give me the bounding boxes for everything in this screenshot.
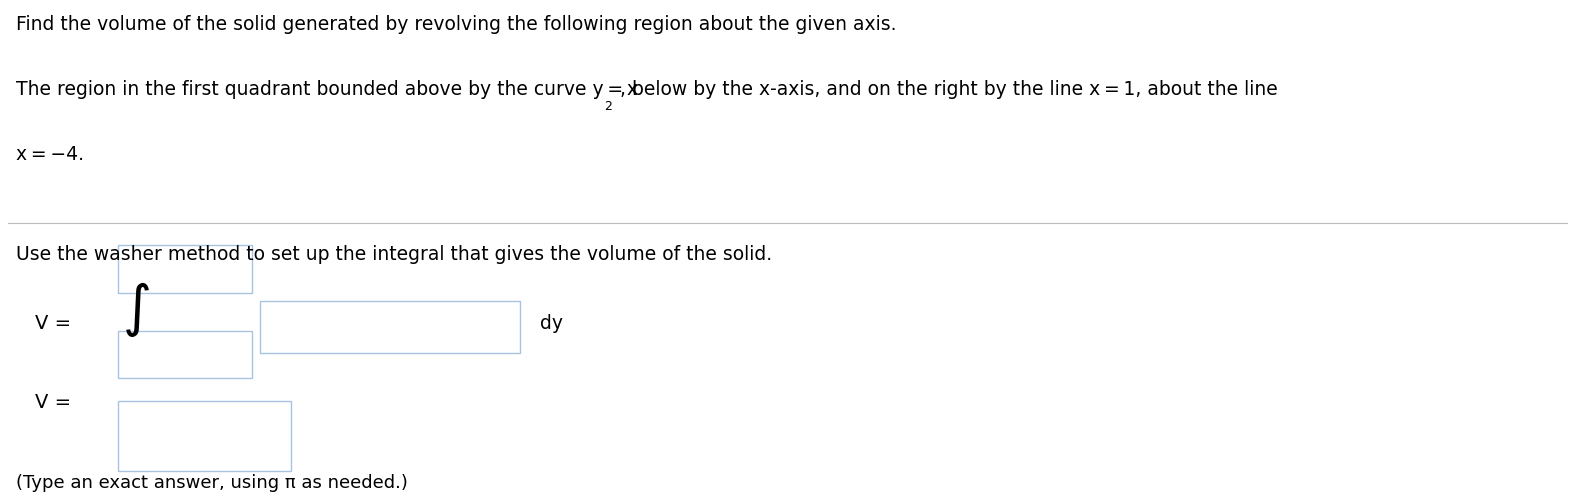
Text: 2: 2 — [605, 100, 613, 113]
Text: , below by the x-axis, and on the right by the line x = 1, about the line: , below by the x-axis, and on the right … — [621, 80, 1277, 99]
Text: x = −4.: x = −4. — [16, 145, 83, 164]
FancyBboxPatch shape — [118, 401, 291, 471]
FancyBboxPatch shape — [118, 245, 252, 293]
Text: dy: dy — [540, 314, 564, 333]
Text: Find the volume of the solid generated by revolving the following region about t: Find the volume of the solid generated b… — [16, 15, 896, 34]
Text: (Type an exact answer, using π as needed.): (Type an exact answer, using π as needed… — [16, 474, 408, 492]
FancyBboxPatch shape — [118, 331, 252, 378]
Text: Use the washer method to set up the integral that gives the volume of the solid.: Use the washer method to set up the inte… — [16, 245, 772, 265]
Text: V =: V = — [35, 393, 71, 412]
Text: ∫: ∫ — [123, 283, 151, 337]
Text: V =: V = — [35, 314, 71, 333]
Text: The region in the first quadrant bounded above by the curve y = x: The region in the first quadrant bounded… — [16, 80, 638, 99]
FancyBboxPatch shape — [260, 301, 520, 353]
